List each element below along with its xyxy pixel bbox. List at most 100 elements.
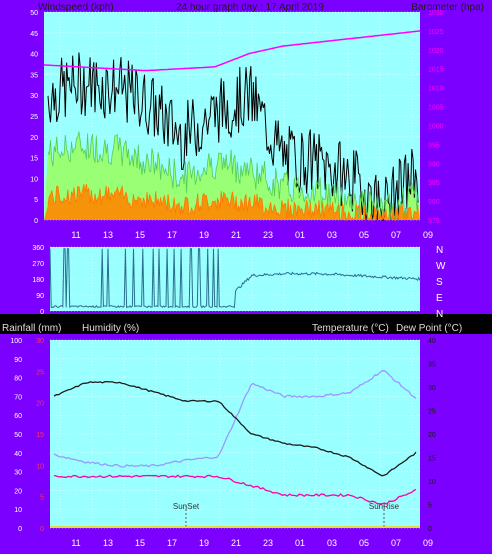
temperature-tick-label: 15 [428, 456, 436, 463]
windspeed-tick-label: 35 [30, 72, 38, 79]
wind-gust-series [47, 52, 419, 221]
windspeed-tick-label: 50 [30, 10, 38, 17]
humidity-tick-label: 30 [14, 470, 22, 477]
barometer-axis-label: Barometer (hpa) [411, 2, 484, 13]
barometer-tick-label: 985 [428, 180, 440, 187]
temperature-axis-label: Temperature (°C) [312, 323, 389, 334]
sunset-label: SunSet [173, 502, 200, 511]
time-axis-label: 01 [295, 230, 305, 240]
compass-label: S [436, 277, 443, 288]
barometer-tick-label: 1025 [428, 29, 444, 36]
barometer-series [43, 30, 421, 72]
temperature-tick-label: 0 [428, 526, 432, 533]
humidity-tick-label: 50 [14, 432, 22, 439]
barometer-tick-label: 1000 [428, 123, 444, 130]
temperature-tick-label: 40 [428, 338, 436, 345]
rainfall-tick-label: 10 [36, 463, 44, 470]
humidity-tick-label: 0 [18, 526, 22, 533]
barometer-tick-label: 1030 [428, 10, 444, 17]
wind-min-series [47, 183, 419, 222]
time-axis-label: 17 [167, 538, 177, 548]
humidity-tick-label: 80 [14, 376, 22, 383]
humidity-tick-label: 20 [14, 488, 22, 495]
windspeed-tick-label: 10 [30, 176, 38, 183]
time-axis-label: 19 [199, 538, 209, 548]
direction-tick-label: 360 [32, 245, 44, 252]
humidity-tick-label: 70 [14, 394, 22, 401]
windspeed-tick-label: 30 [30, 93, 38, 100]
time-axis-label: 17 [167, 230, 177, 240]
time-axis-label: 13 [103, 230, 113, 240]
compass-label: N [436, 245, 443, 256]
time-axis-label: 09 [423, 538, 433, 548]
dewpoint-axis-label: Dew Point (°C) [396, 323, 462, 334]
humidity-tick-label: 10 [14, 507, 22, 514]
humidity-tick-label: 90 [14, 357, 22, 364]
temperature-series [53, 381, 417, 477]
temperature-tick-label: 35 [428, 362, 436, 369]
windspeed-tick-label: 25 [30, 114, 38, 121]
windspeed-tick-label: 40 [30, 52, 38, 59]
compass-label: W [436, 261, 446, 272]
rainfall-tick-label: 30 [36, 338, 44, 345]
temperature-tick-label: 10 [428, 479, 436, 486]
time-axis-label: 13 [103, 538, 113, 548]
chart-content: 5045403530252015105010301025102010151010… [10, 10, 446, 548]
time-axis-label: 15 [135, 538, 145, 548]
compass-label: N [436, 309, 443, 320]
barometer-tick-label: 990 [428, 161, 440, 168]
direction-tick-label: 180 [32, 277, 44, 284]
time-axis-label: 03 [327, 230, 337, 240]
windspeed-tick-label: 15 [30, 156, 38, 163]
windspeed-tick-label: 45 [30, 31, 38, 38]
time-axis-label: 23 [263, 538, 273, 548]
barometer-tick-label: 1010 [428, 86, 444, 93]
wind-direction-series [49, 248, 421, 309]
lower-plot-area [50, 340, 420, 528]
humidity-tick-label: 100 [10, 338, 22, 345]
windspeed-axis-label: Windspeed (kph) [38, 2, 114, 13]
time-axis-label: 05 [359, 538, 369, 548]
chart-title: 24 hour graph day : 17 April 2019 [176, 2, 324, 13]
time-axis-label: 19 [199, 230, 209, 240]
dewpoint-series [53, 474, 417, 505]
barometer-tick-label: 975 [428, 218, 440, 225]
time-axis-label: 11 [71, 538, 80, 548]
direction-tick-label: 90 [36, 293, 44, 300]
windspeed-tick-label: 5 [34, 197, 38, 204]
humidity-tick-label: 40 [14, 451, 22, 458]
time-axis-label: 07 [391, 538, 401, 548]
rainfall-tick-label: 20 [36, 401, 44, 408]
humidity-tick-label: 60 [14, 413, 22, 420]
compass-label: E [436, 293, 443, 304]
barometer-tick-label: 1005 [428, 105, 444, 112]
barometer-tick-label: 995 [428, 142, 440, 149]
direction-tick-label: 270 [32, 261, 44, 268]
time-axis-label: 09 [423, 230, 433, 240]
rainfall-tick-label: 0 [40, 526, 44, 533]
time-axis-label: 21 [231, 230, 241, 240]
temperature-tick-label: 5 [428, 503, 432, 510]
rainfall-tick-label: 15 [36, 432, 44, 439]
direction-tick-label: 0 [40, 309, 44, 316]
time-axis-label: 03 [327, 538, 337, 548]
time-axis-label: 23 [263, 230, 273, 240]
rainfall-tick-label: 5 [40, 495, 44, 502]
time-axis-label: 05 [359, 230, 369, 240]
time-axis-label: 21 [231, 538, 241, 548]
time-axis-label: 15 [135, 230, 145, 240]
rainfall-axis-label: Rainfall (mm) [2, 323, 61, 334]
rainfall-tick-label: 25 [36, 369, 44, 376]
sunrise-label: SunRise [369, 502, 400, 511]
humidity-axis-label: Humidity (%) [82, 323, 139, 334]
time-axis-label: 07 [391, 230, 401, 240]
temperature-tick-label: 25 [428, 409, 436, 416]
time-axis-label: 01 [295, 538, 305, 548]
wind-min-area [44, 183, 420, 220]
windspeed-tick-label: 20 [30, 135, 38, 142]
temperature-tick-label: 20 [428, 432, 436, 439]
temperature-tick-label: 30 [428, 385, 436, 392]
time-axis-label: 11 [71, 230, 80, 240]
